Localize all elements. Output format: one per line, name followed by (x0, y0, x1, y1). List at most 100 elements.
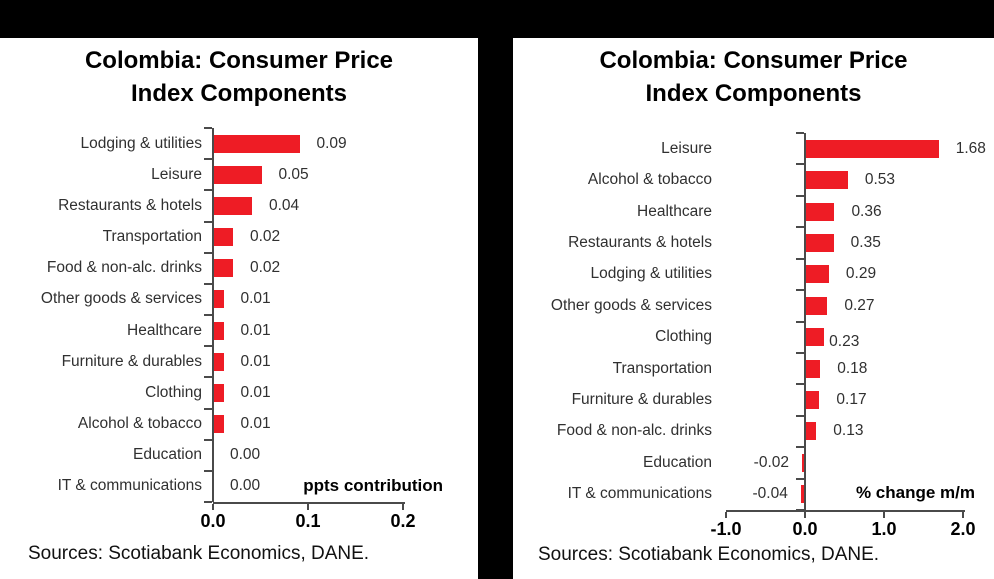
value-axis-tick (402, 504, 404, 510)
category-label: IT & communications (57, 477, 202, 495)
category-axis-tick (204, 501, 212, 503)
value-label: 0.53 (864, 171, 896, 189)
value-label: 0.36 (851, 202, 882, 220)
category-axis-tick (796, 320, 804, 323)
value-axis-line (213, 502, 405, 504)
category-axis-tick (796, 226, 804, 229)
data-bar (806, 296, 828, 315)
plot-area: -1.0 0.0 1.0 2.0 Leisure 1.68 Alcohol & tobacc… (513, 38, 994, 579)
data-bar (214, 383, 224, 402)
category-label: Clothing (145, 383, 202, 401)
value-label: -0.04 (752, 485, 788, 503)
value-label: 0.00 (230, 446, 261, 464)
category-label: Furniture & durables (61, 352, 202, 370)
value-label: 0.01 (240, 415, 271, 433)
value-label: 0.27 (844, 296, 875, 314)
data-bar (806, 171, 848, 190)
category-label: Lodging & utilities (80, 134, 203, 152)
plot-area: 0.0 0.1 0.2 Lodging & utilities 0.09 Leisure 0… (0, 38, 478, 579)
chart-title: Colombia: Consumer Price Index Components (513, 44, 994, 110)
value-label: 0.23 (829, 333, 860, 351)
data-bar (214, 228, 233, 247)
category-label: Alcohol & tobacco (77, 415, 202, 433)
category-axis-tick (204, 189, 212, 192)
chart-title: Colombia: Consumer Price Index Components (0, 44, 478, 110)
value-axis-line (726, 510, 965, 512)
category-label: Restaurants & hotels (568, 233, 712, 251)
value-label: 0.02 (250, 228, 281, 246)
category-axis-tick (796, 163, 804, 166)
value-label: 0.13 (833, 422, 864, 440)
value-label: 0.17 (836, 391, 867, 409)
value-axis-tick (962, 512, 964, 518)
category-label: Alcohol & tobacco (587, 171, 712, 189)
category-label: Restaurants & hotels (58, 196, 202, 214)
data-bar (214, 321, 224, 340)
value-axis-tick-label: 2.0 (950, 519, 976, 539)
category-axis-tick (204, 282, 212, 285)
data-bar (806, 265, 829, 284)
category-axis-tick (796, 132, 804, 134)
data-bar (214, 196, 252, 215)
value-label: 0.05 (278, 165, 309, 183)
chart-title-line1: Colombia: Consumer Price (599, 47, 908, 74)
value-label: 0.01 (240, 290, 271, 308)
value-axis-tick-label: 0.0 (200, 511, 226, 531)
data-bar (214, 134, 300, 153)
value-axis-tick-label: -1.0 (710, 519, 742, 539)
category-label: Healthcare (127, 321, 202, 339)
value-axis-tick (307, 504, 309, 510)
category-label: Education (133, 446, 202, 464)
source-note: Sources: Scotiabank Economics, DANE. (538, 544, 880, 565)
value-label: 0.02 (250, 259, 281, 277)
category-label: Furniture & durables (571, 391, 712, 409)
value-axis-tick-label: 1.0 (871, 519, 897, 539)
chart-title-line2: Index Components (130, 80, 347, 107)
value-axis-tick (883, 512, 885, 518)
category-label: Other goods & services (40, 290, 202, 308)
value-label: 0.18 (837, 359, 868, 377)
value-label: 0.01 (240, 321, 271, 339)
value-axis-tick-label: 0.1 (295, 511, 321, 531)
value-axis-tick (725, 512, 727, 518)
x-axis-unit-label: ppts contribution (303, 476, 443, 495)
category-axis-tick (796, 414, 804, 417)
category-axis-tick (204, 158, 212, 161)
chart-title-line2: Index Components (645, 80, 862, 107)
data-bar (806, 359, 821, 378)
category-axis-tick (796, 446, 804, 449)
category-label: IT & communications (567, 485, 712, 503)
category-label: Food & non-alc. drinks (556, 422, 712, 440)
value-label: 0.01 (240, 383, 271, 401)
value-label: 0.29 (845, 265, 877, 283)
category-axis-tick (204, 407, 212, 410)
value-label: 0.35 (850, 233, 881, 251)
category-axis-tick (796, 289, 804, 292)
value-label: -0.02 (753, 453, 789, 471)
category-label: Clothing (655, 328, 712, 346)
data-bar (214, 165, 262, 184)
value-axis-tick (212, 504, 214, 510)
data-bar (806, 202, 835, 221)
x-axis-unit-label: % change m/m (855, 483, 975, 502)
left-chart-panel: Colombia: Consumer Price Index Components… (0, 38, 478, 579)
category-axis-tick (204, 376, 212, 379)
category-label: Food & non-alc. drinks (46, 259, 202, 277)
category-label: Healthcare (637, 202, 712, 220)
source-note: Sources: Scotiabank Economics, DANE. (28, 543, 370, 564)
category-axis-tick (796, 257, 804, 260)
category-axis-tick (204, 220, 212, 223)
data-bar (806, 328, 825, 347)
value-axis-tick-label: 0.2 (390, 511, 416, 531)
data-bar (214, 290, 224, 309)
data-bar (214, 352, 224, 371)
category-label: Leisure (661, 139, 712, 157)
category-axis-tick (204, 469, 212, 472)
data-bar (806, 233, 834, 252)
category-axis-tick (796, 351, 804, 354)
category-label: Leisure (151, 165, 202, 183)
category-axis-line (212, 128, 214, 502)
category-label: Education (643, 453, 712, 471)
category-axis-tick (796, 194, 804, 197)
category-axis-tick (204, 127, 212, 129)
